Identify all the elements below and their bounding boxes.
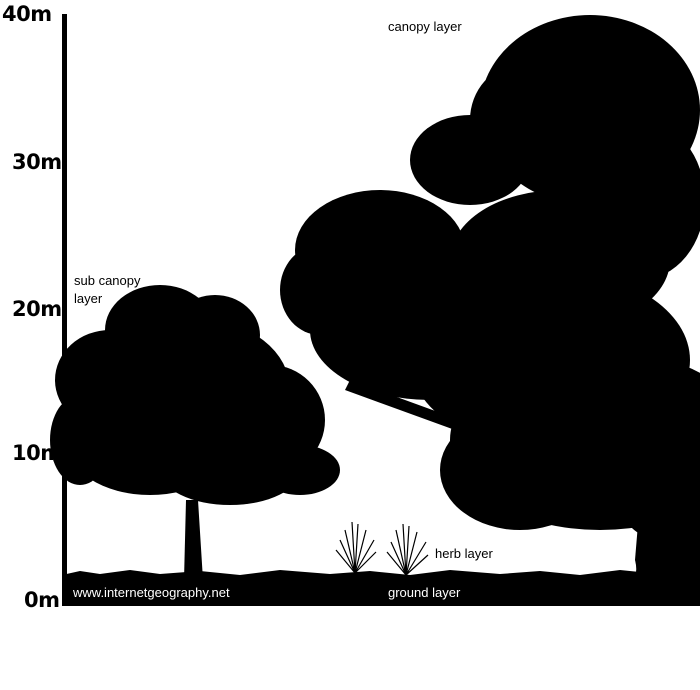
ground-layer-label: ground layer (388, 585, 461, 600)
scale-tick-20: 20m (12, 297, 62, 321)
website-credit: www.internetgeography.net (73, 585, 230, 600)
scale-tick-10: 10m (12, 441, 62, 465)
scale-tick-40: 40m (2, 2, 52, 26)
herb-layer-label: herb layer (435, 546, 493, 561)
canopy-layer-label: canopy layer (388, 19, 462, 34)
sub-canopy-label-line1: sub canopy (74, 273, 141, 288)
scale-bar (62, 14, 67, 606)
canopy-tree (280, 15, 700, 585)
sub-canopy-tree (50, 285, 340, 580)
scale-tick-0: 0m (24, 588, 60, 612)
sub-canopy-label-line2: layer (74, 291, 103, 306)
scale-tick-30: 30m (12, 150, 62, 174)
ground-strip (62, 570, 700, 606)
herb-bushes (335, 521, 429, 576)
